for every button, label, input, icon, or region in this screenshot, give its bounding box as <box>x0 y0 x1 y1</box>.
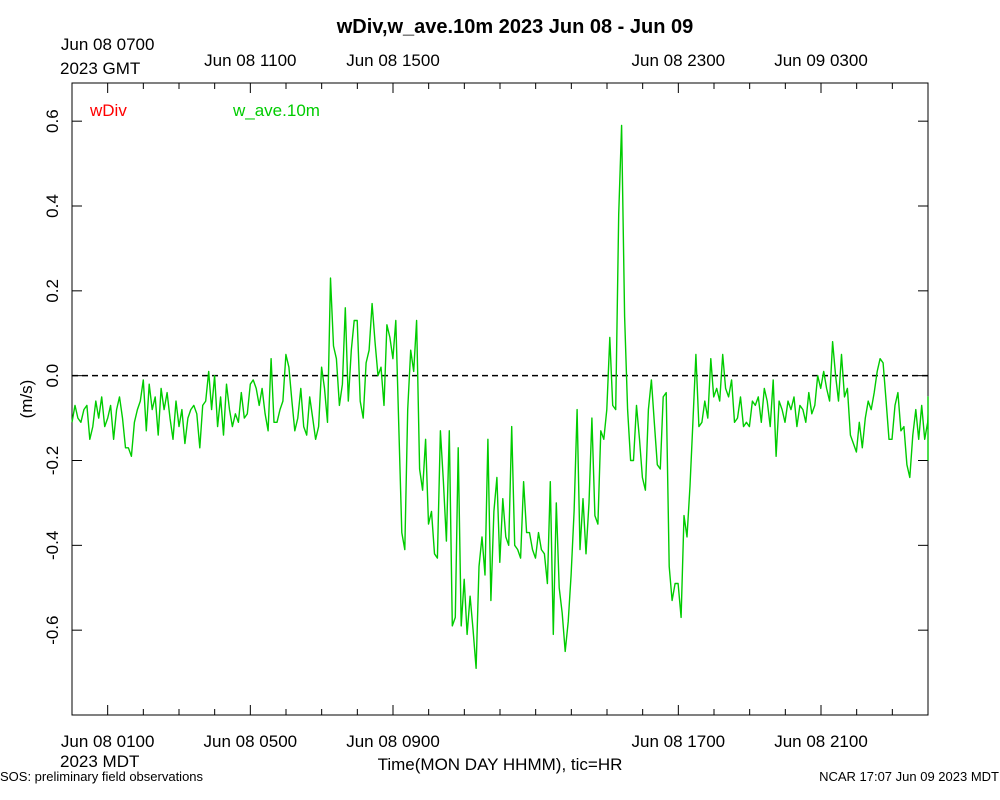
bottom-axis-labels: Jun 08 0100 Jun 08 0500 Jun 08 0900 Jun 08 … <box>61 732 868 751</box>
x-tick-label-bottom: Jun 08 0100 <box>61 732 155 751</box>
x-tick-label-bottom: Jun 08 0900 <box>346 732 440 751</box>
y-tick-label: -0.6 <box>43 616 62 645</box>
legend: wDiv w_ave.10m <box>89 101 320 120</box>
x-tick-label-top: Jun 08 0700 <box>61 35 155 54</box>
top-axis-labels: Jun 08 0700 Jun 08 1100 Jun 08 1500 Jun 08 … <box>61 35 868 70</box>
legend-entry: w_ave.10m <box>232 101 320 120</box>
x-tick-label-top: Jun 09 0300 <box>774 51 868 70</box>
x-axis-label: Time(MON DAY HHMM), tic=HR <box>378 755 623 774</box>
footer-right: NCAR 17:07 Jun 09 2023 MDT <box>819 769 999 784</box>
x-tick-label-bottom: Jun 08 0500 <box>204 732 298 751</box>
chart-title: wDiv,w_ave.10m 2023 Jun 08 - Jun 09 <box>336 16 693 38</box>
x-tick-label-top: Jun 08 2300 <box>632 51 726 70</box>
y-tick-label: -0.2 <box>43 446 62 475</box>
top-zone-label: 2023 GMT <box>60 59 140 78</box>
x-axis-ticks <box>71 83 929 715</box>
footer-left: SOS: preliminary field observations <box>0 769 204 784</box>
x-tick-label-top: Jun 08 1100 <box>204 51 296 70</box>
x-tick-label-top: Jun 08 1500 <box>346 51 440 70</box>
y-tick-label: 0.0 <box>43 364 62 388</box>
series-layer <box>71 124 929 669</box>
legend-entry: wDiv <box>89 101 127 120</box>
y-tick-label: 0.4 <box>43 194 62 218</box>
y-tick-label: 0.2 <box>43 279 62 303</box>
x-tick-label-bottom: Jun 08 1700 <box>632 732 726 751</box>
x-tick-label-bottom: Jun 08 2100 <box>774 732 868 751</box>
plot-frame <box>71 82 929 716</box>
bottom-zone-label: 2023 MDT <box>60 752 139 771</box>
y-tick-label: -0.4 <box>43 531 62 560</box>
y-axis-label: (m/s) <box>17 380 36 419</box>
y-tick-label: 0.6 <box>43 109 62 133</box>
series-line-w-ave-10m <box>71 124 929 669</box>
